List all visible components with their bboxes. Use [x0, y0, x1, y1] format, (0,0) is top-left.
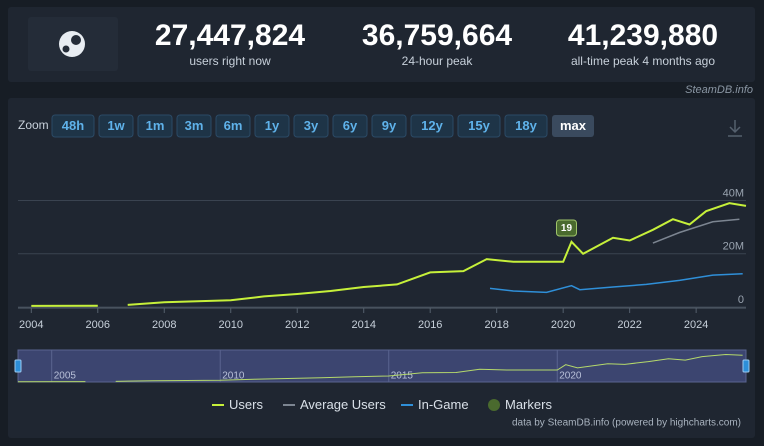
- y-tick-label: 20M: [723, 241, 744, 253]
- navigator-tick-label: 2020: [559, 371, 582, 382]
- stat-value: 36,759,664: [362, 19, 512, 52]
- zoom-button[interactable]: [254, 114, 290, 138]
- zoom-button[interactable]: [457, 114, 501, 138]
- watermark: SteamDB.info: [685, 84, 753, 96]
- zoom-button[interactable]: [332, 114, 368, 138]
- zoom-button-label[interactable]: 1y: [265, 118, 280, 133]
- x-tick-label: 2010: [219, 319, 243, 331]
- zoom-button-label[interactable]: 3m: [185, 118, 204, 133]
- navigator-handle[interactable]: [742, 359, 750, 373]
- steam-logo: [59, 31, 85, 57]
- stat-label: 24-hour peak: [402, 54, 474, 68]
- zoom-button-label[interactable]: 9y: [382, 118, 397, 133]
- zoom-button-label[interactable]: 12y: [421, 118, 443, 133]
- x-tick-label: 2004: [19, 319, 43, 331]
- x-tick-label: 2012: [285, 319, 309, 331]
- line-0: [31, 202, 747, 307]
- zoom-button[interactable]: [51, 114, 95, 138]
- marker-flag[interactable]: [555, 219, 577, 237]
- zoom-button-label[interactable]: 3y: [304, 118, 319, 133]
- steam-logo-part: [62, 45, 70, 53]
- zoom-button-label[interactable]: 18y: [515, 118, 537, 133]
- zoom-button[interactable]: [371, 114, 407, 138]
- y-tick-label: 0: [738, 294, 744, 306]
- navigator-line: [17, 353, 743, 383]
- stat-value: 41,239,880: [568, 19, 718, 52]
- legend-label[interactable]: Users: [229, 397, 263, 412]
- zoom-button[interactable]: [293, 114, 329, 138]
- x-tick-label: 2008: [152, 319, 176, 331]
- x-tick-label: 2016: [418, 319, 442, 331]
- zoom-button-label[interactable]: 1m: [146, 118, 165, 133]
- legend-label[interactable]: Average Users: [300, 397, 386, 412]
- y-tick-label: 40M: [723, 187, 744, 199]
- zoom-button[interactable]: [176, 114, 212, 138]
- zoom-button[interactable]: [98, 114, 134, 138]
- zoom-button-label[interactable]: 6m: [224, 118, 243, 133]
- zoom-button-label[interactable]: 15y: [468, 118, 490, 133]
- stat-value: 27,447,824: [155, 19, 305, 52]
- stats-panel: [8, 7, 755, 82]
- x-tick-label: 2022: [617, 319, 641, 331]
- marker-label: 19: [561, 223, 573, 234]
- credit: data by SteamDB.info (powered by highcha…: [512, 418, 741, 429]
- line-2: [489, 272, 743, 294]
- x-tick-label: 2014: [351, 319, 375, 331]
- zoom-button[interactable]: [410, 114, 454, 138]
- zoom-button-label[interactable]: max: [560, 118, 587, 133]
- x-tick-label: 2006: [86, 319, 110, 331]
- zoom-label: Zoom: [18, 118, 49, 132]
- steam-logo-part: [71, 35, 81, 45]
- legend-symbol: [488, 399, 500, 411]
- zoom-button[interactable]: [215, 114, 251, 138]
- x-tick-label: 2018: [484, 319, 508, 331]
- zoom-button[interactable]: [552, 115, 594, 137]
- navigator-tick-label: 2015: [391, 371, 414, 382]
- navigator-tick-label: 2010: [222, 371, 245, 382]
- navigator[interactable]: [17, 349, 747, 383]
- legend-label[interactable]: Markers: [505, 397, 552, 412]
- x-tick-label: 2020: [551, 319, 575, 331]
- chart-panel: [8, 98, 755, 438]
- zoom-button[interactable]: [504, 114, 548, 138]
- zoom-button[interactable]: [137, 114, 173, 138]
- zoom-button-label[interactable]: 1w: [107, 118, 125, 133]
- navigator-handle[interactable]: [14, 359, 22, 373]
- navigator-tick-label: 2005: [54, 371, 77, 382]
- legend-label[interactable]: In-Game: [418, 397, 469, 412]
- line-1: [652, 218, 740, 244]
- zoom-button-label[interactable]: 48h: [62, 118, 84, 133]
- stat-label: users right now: [189, 54, 271, 68]
- stat-label: all-time peak 4 months ago: [571, 54, 715, 68]
- x-tick-label: 2024: [684, 319, 708, 331]
- download-icon[interactable]: [728, 120, 742, 137]
- zoom-button-label[interactable]: 6y: [343, 118, 358, 133]
